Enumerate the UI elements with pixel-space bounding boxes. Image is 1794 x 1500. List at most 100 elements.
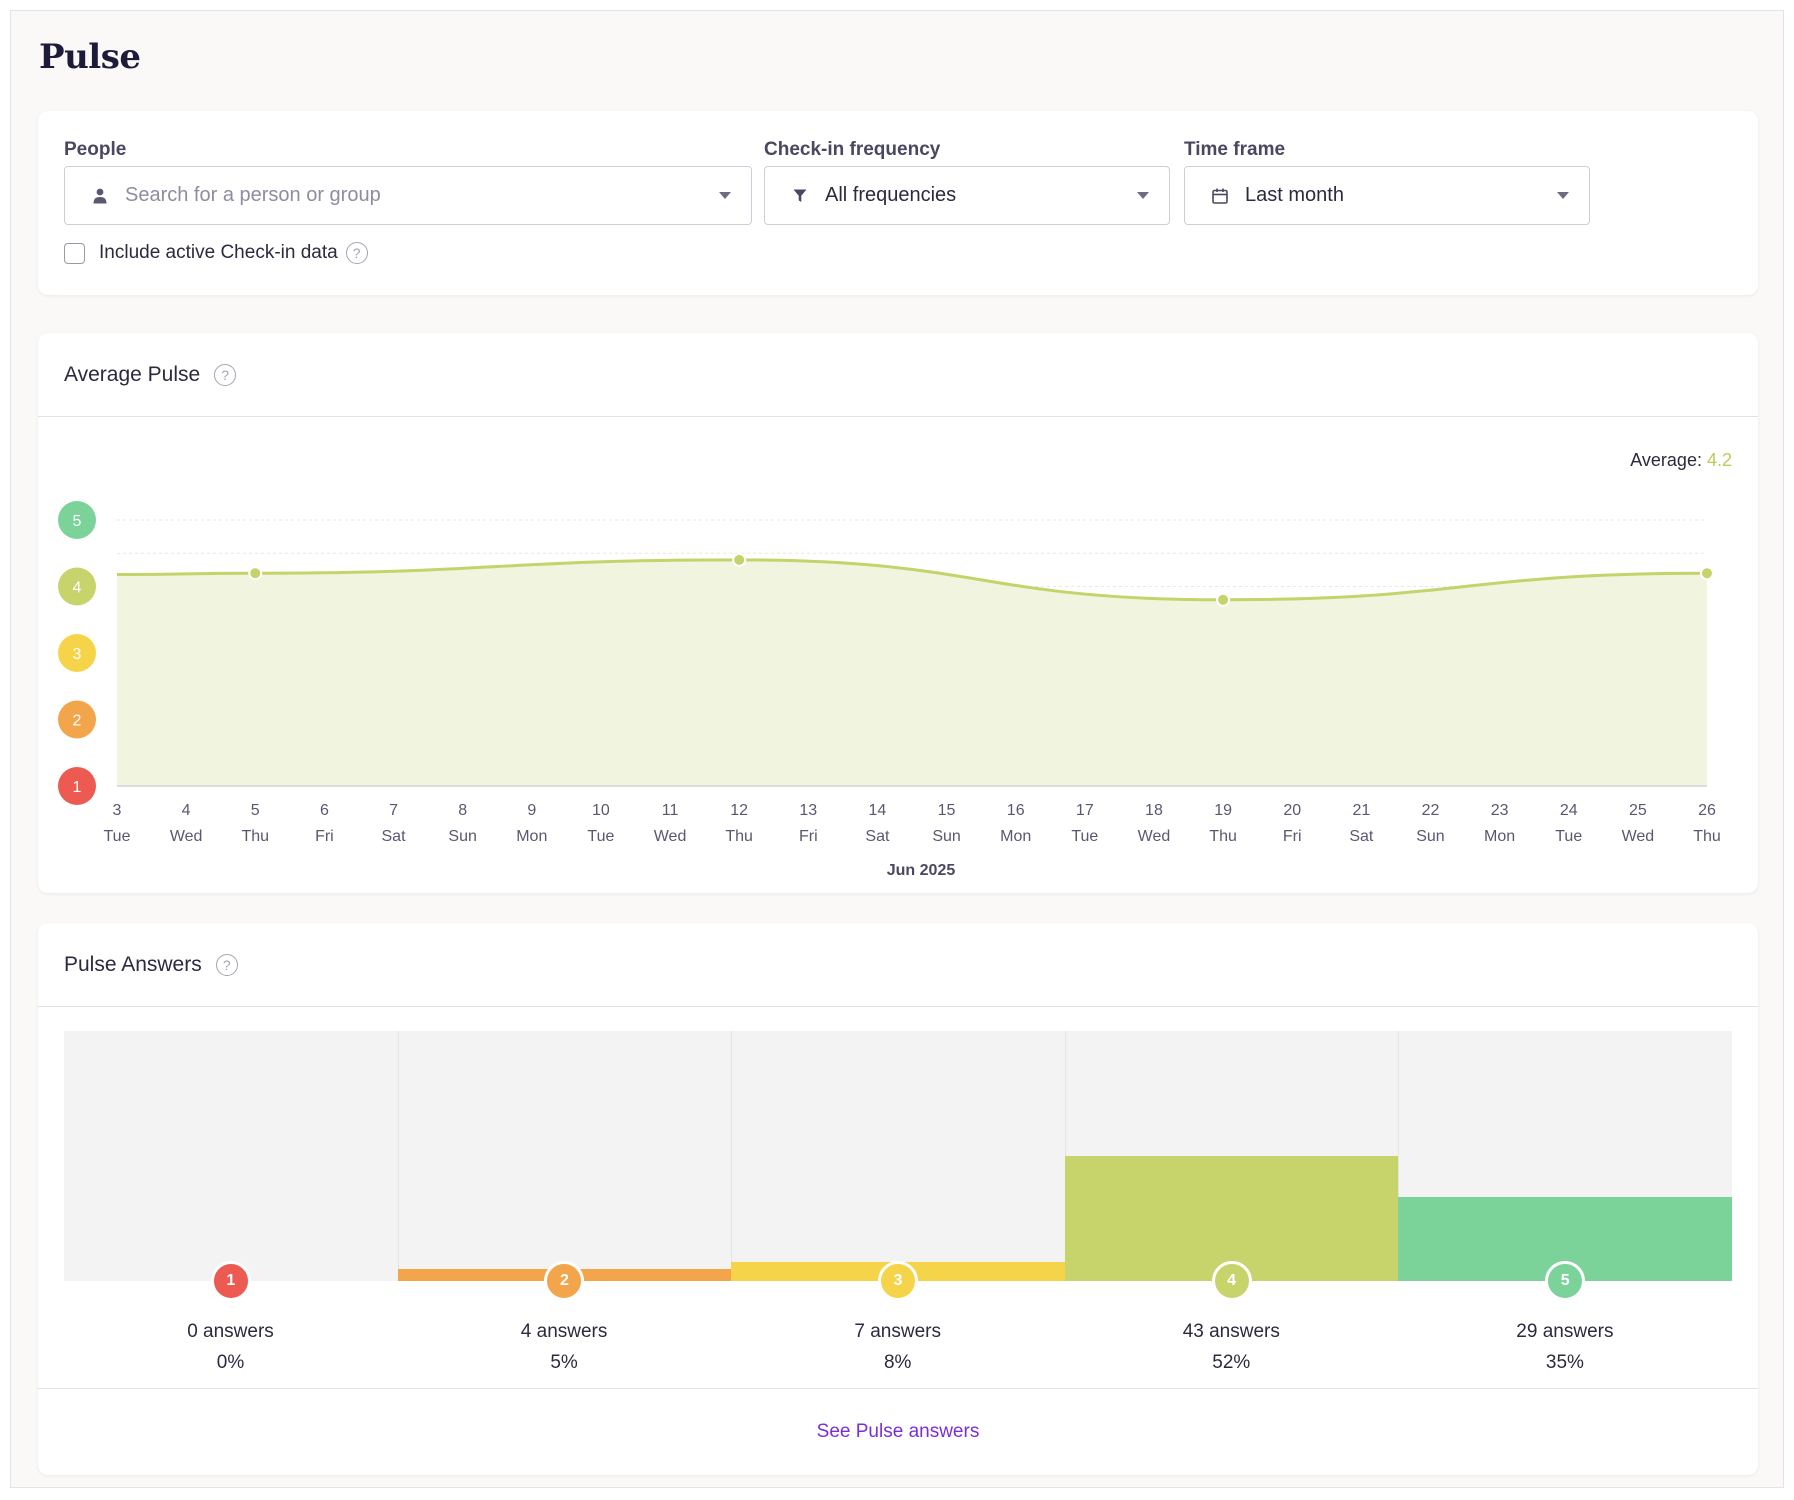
people-search-select[interactable]: Search for a person or group <box>64 166 752 225</box>
y-level-badge <box>58 567 96 606</box>
timeframe-select[interactable]: Last month <box>1184 166 1590 225</box>
x-tick-day: 13 <box>799 802 817 819</box>
x-tick-weekday: Sat <box>1349 828 1374 845</box>
x-tick-weekday: Tue <box>587 828 614 845</box>
person-icon <box>91 187 109 205</box>
x-tick-weekday: Fri <box>315 828 334 845</box>
column-divider <box>397 1031 399 1281</box>
filter-icon <box>791 187 809 205</box>
frequency-label: Check-in frequency <box>764 139 941 160</box>
people-search-placeholder: Search for a person or group <box>125 184 381 206</box>
x-tick-weekday: Wed <box>1622 828 1655 845</box>
x-tick-weekday: Sun <box>448 828 476 845</box>
column-divider <box>1398 1031 1400 1281</box>
y-level-badge <box>58 767 96 805</box>
frequency-select[interactable]: All frequencies <box>764 166 1170 225</box>
timeframe-label: Time frame <box>1184 139 1286 160</box>
y-level-badge <box>58 501 96 539</box>
data-point <box>248 566 263 581</box>
answer-count: 4 answers <box>520 1321 608 1342</box>
x-axis-label: Jun 2025 <box>887 862 956 879</box>
answer-percent: 52% <box>1212 1352 1251 1373</box>
average-pulse-card: Average Pulse ? Average: 4.2 5 4 3 2 1 3 Tue 4 W… <box>38 333 1758 893</box>
x-tick-weekday: Sat <box>865 828 890 845</box>
x-tick-day: 9 <box>527 802 536 819</box>
answer-count: 7 answers <box>854 1321 941 1342</box>
x-tick-weekday: Mon <box>516 828 547 845</box>
area-fill <box>117 559 1707 786</box>
answer-count: 29 answers <box>1516 1321 1614 1342</box>
data-point <box>1700 566 1714 581</box>
x-tick-weekday: Wed <box>654 828 687 845</box>
answer-percent: 35% <box>1545 1352 1584 1373</box>
x-tick-day: 25 <box>1629 802 1647 819</box>
y-level-label: 1 <box>73 779 82 796</box>
score-badge: 4 <box>1211 1261 1252 1301</box>
answer-percent: 0% <box>216 1352 245 1373</box>
chevron-down-icon <box>1557 192 1569 199</box>
x-tick-day: 10 <box>592 802 610 819</box>
pulse-answers-title: Pulse Answers <box>64 952 202 976</box>
x-tick-day: 24 <box>1560 802 1578 819</box>
pulse-answers-header: Pulse Answers ? <box>38 923 1758 1007</box>
average-value: 4.2 <box>1706 450 1732 470</box>
x-tick-day: 26 <box>1698 802 1716 819</box>
x-tick-day: 17 <box>1076 802 1094 819</box>
x-tick-day: 22 <box>1422 802 1440 819</box>
average-label: Average: <box>1630 450 1702 470</box>
help-icon[interactable]: ? <box>345 242 368 264</box>
y-level-label: 2 <box>73 713 82 730</box>
average-pulse-header: Average Pulse ? <box>38 333 1758 417</box>
score-badge: 5 <box>1545 1261 1586 1301</box>
pulse-answers-card: Pulse Answers ? 1 0 answers 0% 2 4 answers 5%… <box>38 923 1758 1475</box>
x-tick-weekday: Thu <box>725 828 753 845</box>
x-tick-weekday: Sun <box>1416 828 1444 845</box>
help-icon[interactable]: ? <box>215 953 238 976</box>
x-tick-day: 6 <box>320 802 329 819</box>
y-level-label: 3 <box>73 646 82 663</box>
help-icon[interactable]: ? <box>214 363 237 386</box>
chevron-down-icon <box>719 192 731 199</box>
frequency-value: All frequencies <box>825 184 957 206</box>
page-frame: Pulse People Search for a person or grou… <box>10 10 1784 1488</box>
x-tick-weekday: Tue <box>1555 828 1582 845</box>
average-pulse-chart: 5 4 3 2 13 Tue 4 Wed 5 Thu 6 Fri 7 Sat 8 Sun 9 Mon 10 Tue 1 1… <box>58 501 1721 879</box>
divider <box>38 1388 1758 1389</box>
include-active-label[interactable]: Include active Check-in data <box>99 242 338 263</box>
timeframe-value: Last month <box>1245 184 1344 206</box>
x-tick-day: 16 <box>1007 802 1025 819</box>
x-tick-day: 21 <box>1352 802 1370 819</box>
include-active-checkbox[interactable] <box>64 242 85 264</box>
page-title: Pulse <box>39 37 141 77</box>
data-point <box>732 552 747 567</box>
answer-percent: 8% <box>883 1352 912 1373</box>
x-tick-weekday: Sun <box>932 828 960 845</box>
answer-count: 43 answers <box>1182 1321 1280 1342</box>
y-level-label: 5 <box>73 513 82 530</box>
x-tick-weekday: Thu <box>1693 828 1721 845</box>
column-divider <box>731 1031 733 1281</box>
x-tick-day: 4 <box>182 802 191 819</box>
x-tick-day: 14 <box>869 802 887 819</box>
score-badge: 1 <box>210 1261 251 1301</box>
average-pulse-title: Average Pulse <box>64 362 201 386</box>
see-pulse-answers-link[interactable]: See Pulse answers <box>816 1421 980 1442</box>
x-tick-weekday: Tue <box>104 828 131 845</box>
people-label: People <box>64 139 127 160</box>
x-tick-weekday: Wed <box>170 828 203 845</box>
include-active-row: Include active Check-in data ? <box>64 242 368 264</box>
calendar-icon <box>1211 187 1229 205</box>
y-level-label: 4 <box>73 580 82 597</box>
y-level-badge <box>58 700 96 739</box>
x-tick-day: 8 <box>458 802 467 819</box>
x-tick-day: 19 <box>1214 802 1232 819</box>
x-tick-weekday: Sat <box>382 828 407 845</box>
y-level-badge <box>58 634 96 672</box>
answer-percent: 5% <box>550 1352 578 1373</box>
x-tick-weekday: Mon <box>1484 828 1515 845</box>
x-tick-weekday: Wed <box>1138 828 1171 845</box>
x-tick-weekday: Tue <box>1071 828 1098 845</box>
x-tick-day: 12 <box>730 802 748 819</box>
x-tick-day: 7 <box>389 802 398 819</box>
x-tick-day: 5 <box>251 802 260 819</box>
